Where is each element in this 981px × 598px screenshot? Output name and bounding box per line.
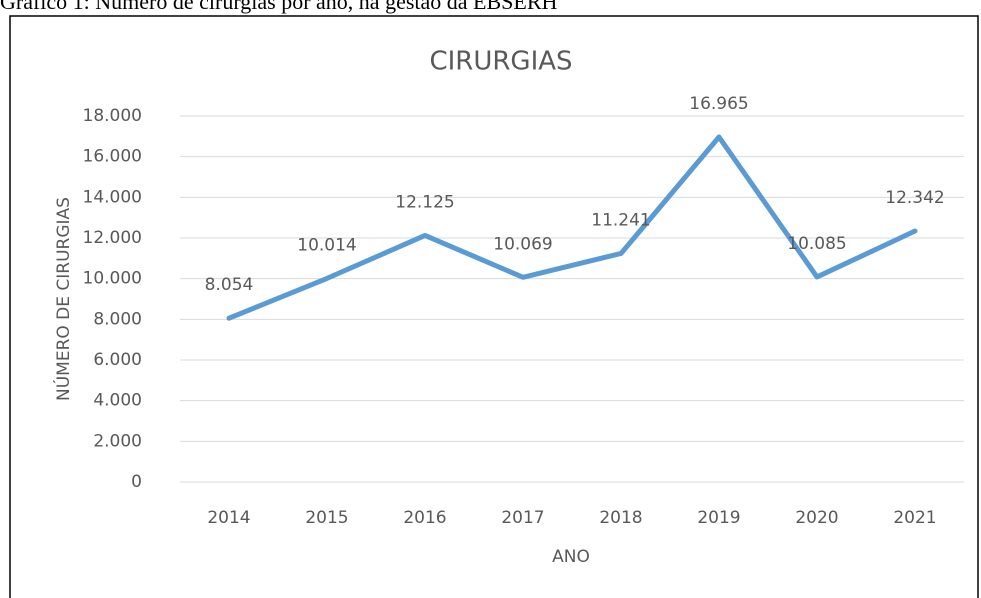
caption: Gráfico 1: Número de cirurgias por ano, … <box>0 0 558 14</box>
chart-title: CIRURGIAS <box>429 47 572 77</box>
y-axis-label: NÚMERO DE CIRURGIAS <box>52 197 74 401</box>
y-tick-label: 14.000 <box>83 187 142 207</box>
y-tick-label: 2.000 <box>93 431 142 451</box>
x-axis-label: ANO <box>552 547 590 567</box>
x-tick-label: 2017 <box>501 508 544 528</box>
x-tick-label: 2021 <box>893 508 936 528</box>
y-tick-label: 12.000 <box>83 228 142 248</box>
y-tick-label: 6.000 <box>93 350 142 370</box>
x-tick-label: 2014 <box>207 508 250 528</box>
x-tick-label: 2016 <box>403 508 446 528</box>
x-tick-label: 2019 <box>697 508 740 528</box>
data-label: 10.014 <box>297 235 356 255</box>
data-line <box>226 134 918 321</box>
y-tick-label: 16.000 <box>83 147 142 167</box>
data-label: 10.069 <box>493 234 552 254</box>
y-tick-label: 4.000 <box>93 391 142 411</box>
data-label: 10.085 <box>787 234 846 254</box>
y-tick-label: 10.000 <box>83 269 142 289</box>
data-label: 11.241 <box>591 210 650 230</box>
x-tick-label: 2015 <box>305 508 348 528</box>
x-tick-label: 2020 <box>795 508 838 528</box>
chart-border <box>9 15 979 598</box>
y-tick-label: 8.000 <box>93 309 142 329</box>
data-label: 12.125 <box>395 192 454 212</box>
y-tick-label: 0 <box>131 472 142 492</box>
data-label: 8.054 <box>205 275 254 295</box>
y-tick-label: 18.000 <box>83 106 142 126</box>
data-label: 12.342 <box>885 188 944 208</box>
data-label: 16.965 <box>689 94 748 114</box>
x-tick-label: 2018 <box>599 508 642 528</box>
